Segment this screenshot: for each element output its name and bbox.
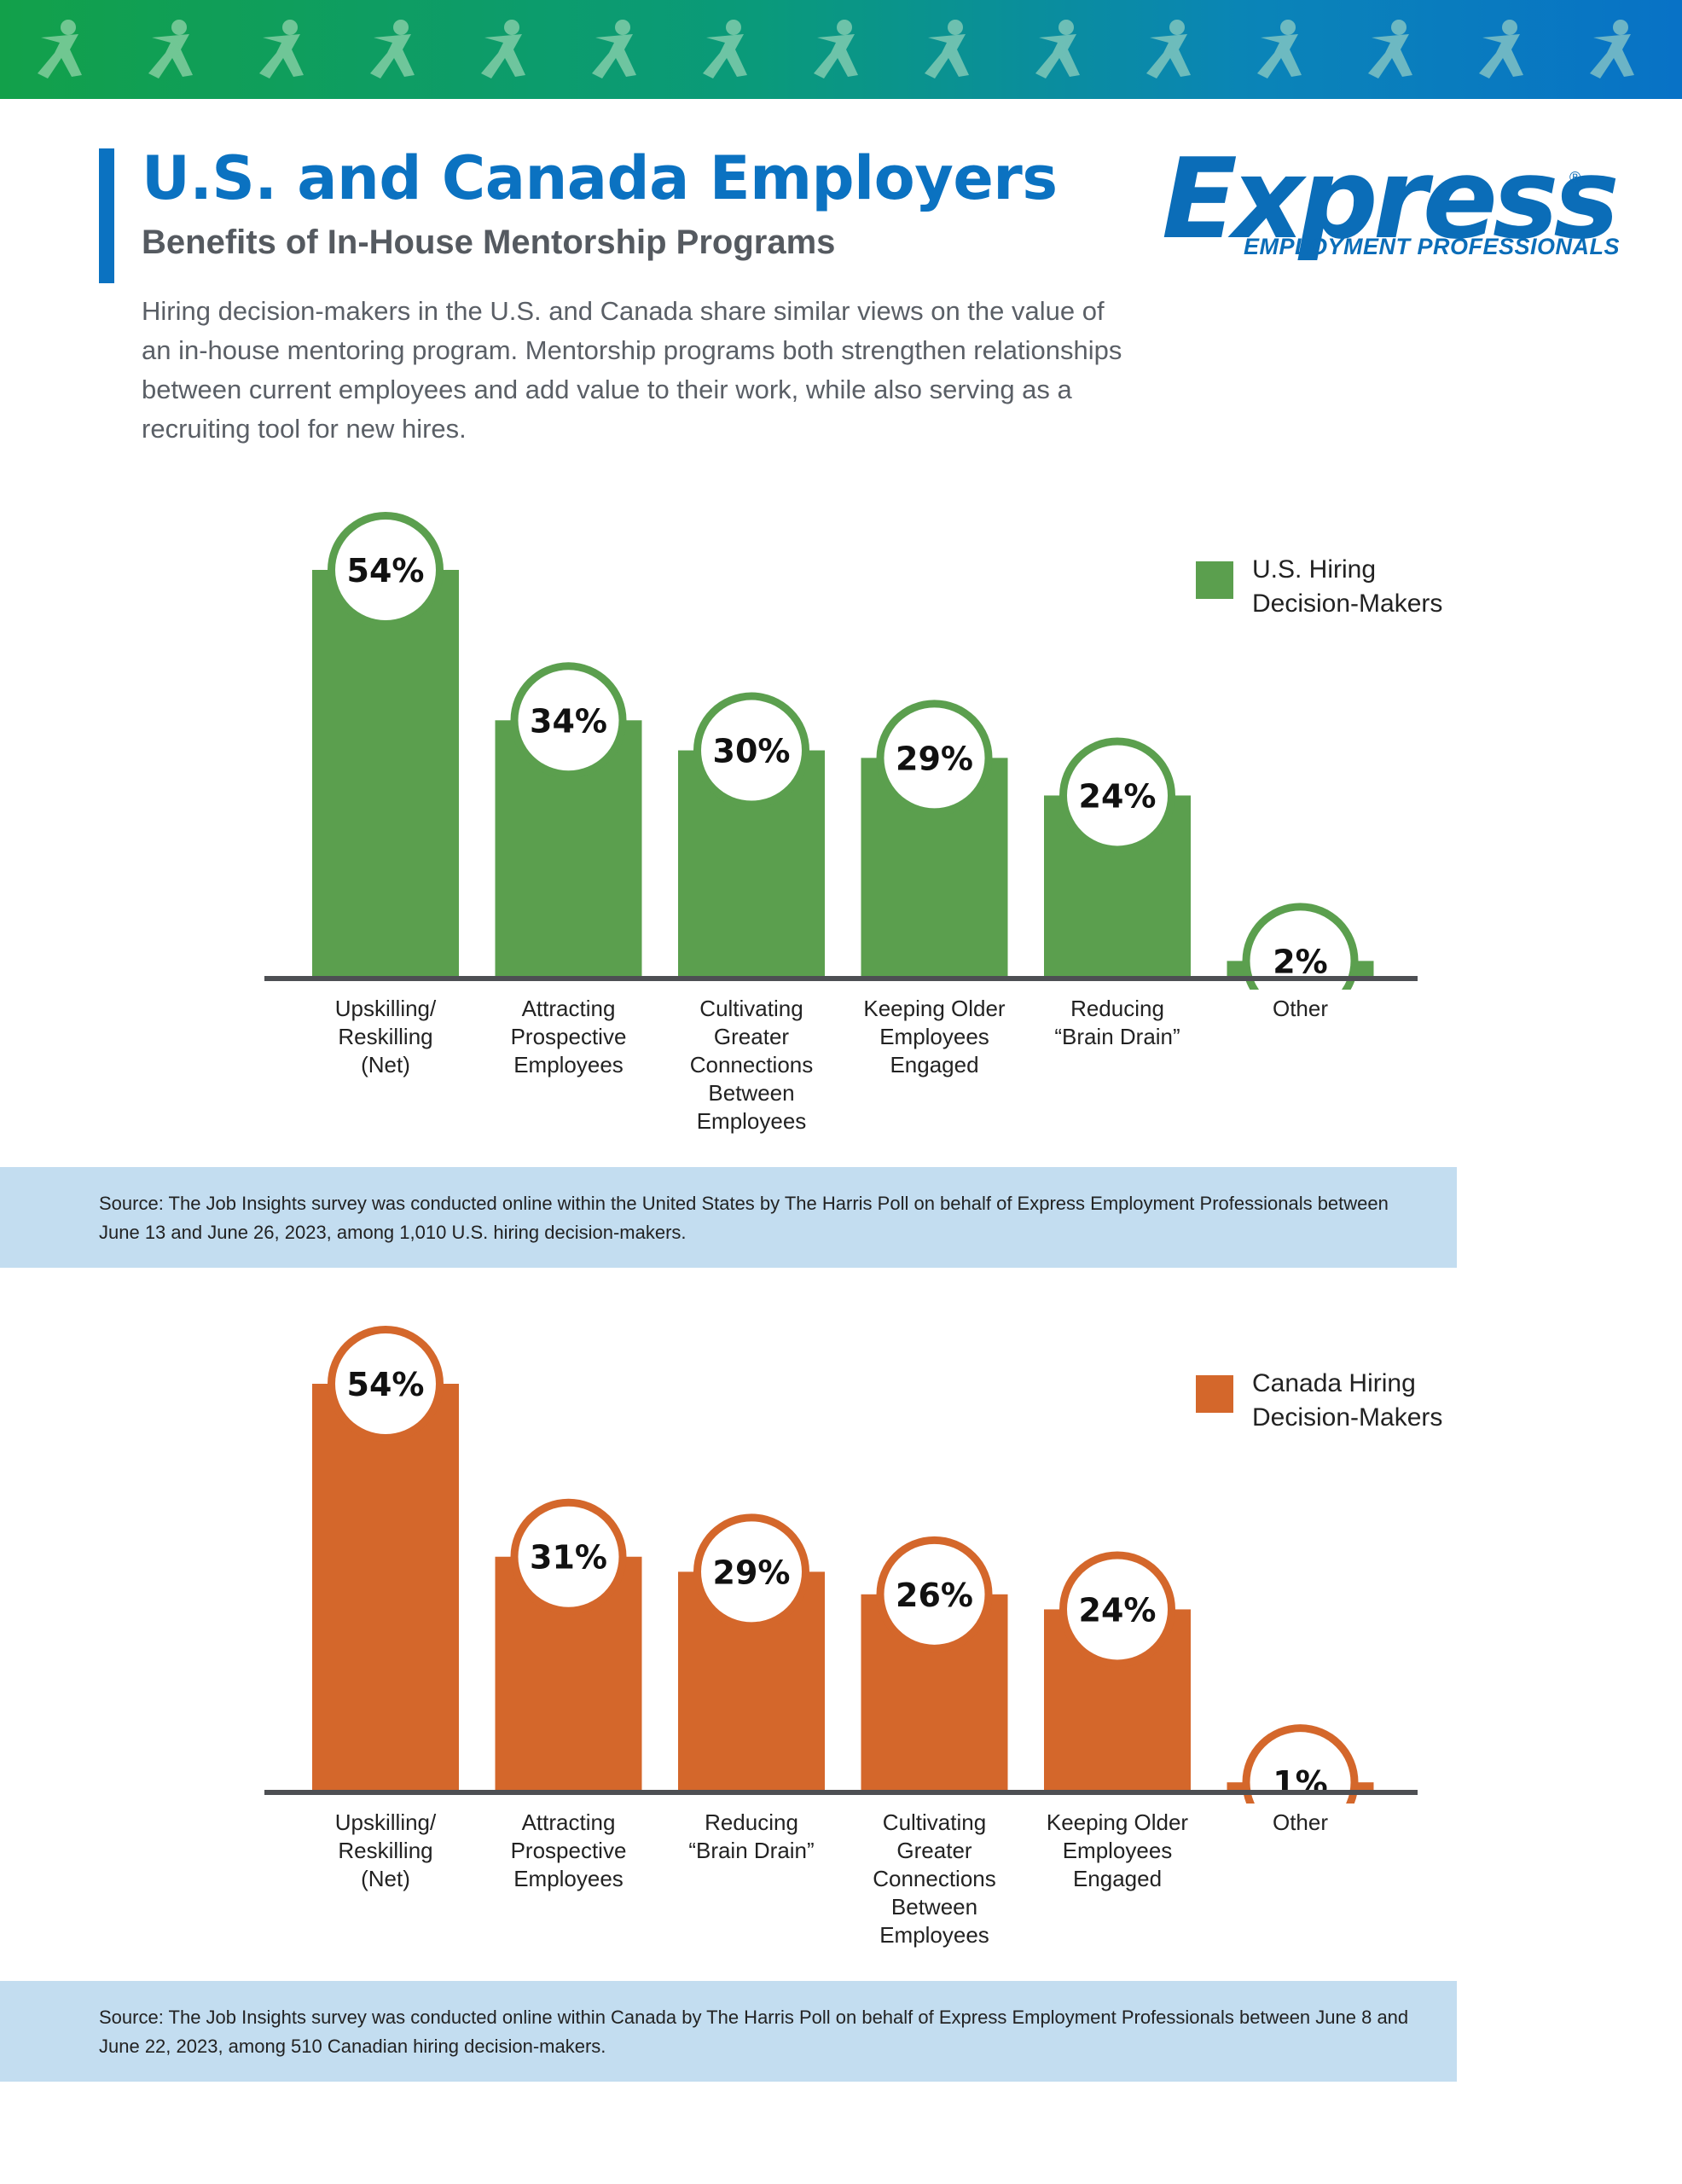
canada-value-badge: [701, 1521, 802, 1623]
us-axis-baseline: [264, 976, 1418, 981]
us-value-badge: [1250, 910, 1351, 990]
us-value-badge: [518, 670, 619, 771]
running-figure-icon: [1578, 15, 1646, 84]
canada-source-box: Source: The Job Insights survey was cond…: [0, 1981, 1457, 2082]
logo-wordmark: Express: [1162, 134, 1620, 264]
canada-bar: [312, 1384, 459, 1790]
us-bar-chart: 54% 34% 30% 29% 24% 2%: [264, 512, 1418, 990]
running-figure-icon: [691, 15, 759, 84]
canada-category-label: Keeping Older Employees Engaged: [1046, 1809, 1189, 1891]
us-legend: U.S. Hiring Decision-Makers: [1196, 553, 1465, 621]
title-accent-bar: [99, 148, 114, 283]
canada-category-label: Upskilling/Reskilling (Net): [334, 1809, 437, 1891]
us-category-label: Upskilling/Reskilling (Net): [334, 996, 437, 1077]
canada-category-label: Attracting Prospective Employees: [510, 1809, 627, 1891]
canada-value-badge: [518, 1506, 619, 1607]
us-category-label: Reducing “Brain Drain”: [1054, 996, 1180, 1049]
us-value-label: 2%: [1273, 943, 1328, 980]
us-value-label: 29%: [896, 740, 973, 777]
canada-value-label: 31%: [530, 1539, 607, 1577]
page-title: U.S. and Canada Employers: [142, 143, 1058, 213]
us-source-box: Source: The Job Insights survey was cond…: [0, 1167, 1457, 1268]
running-figure-icon: [469, 15, 537, 84]
us-value-label: 30%: [713, 733, 791, 770]
us-source-text: Source: The Job Insights survey was cond…: [99, 1193, 1389, 1243]
us-category-label: Attracting Prospective Employees: [510, 996, 627, 1077]
running-figure-icon: [913, 15, 981, 84]
canada-category-label: Other: [1272, 1809, 1329, 1835]
canada-value-badge: [1250, 1732, 1351, 1804]
running-figure-icon: [1134, 15, 1203, 84]
canada-value-badge: [1067, 1559, 1168, 1660]
canada-value-label: 24%: [1079, 1591, 1157, 1629]
canada-value-label: 1%: [1273, 1764, 1328, 1802]
running-figure-icon: [1356, 15, 1424, 84]
us-legend-label: U.S. Hiring Decision-Makers: [1252, 555, 1443, 618]
canada-category-label: Reducing “Brain Drain”: [688, 1809, 815, 1863]
us-value-label: 24%: [1079, 777, 1157, 815]
running-figure-icon: [247, 15, 316, 84]
canada-source-text: Source: The Job Insights survey was cond…: [99, 2007, 1409, 2057]
canada-bar-chart: 54% 31% 29% 26% 24% 1%: [264, 1326, 1418, 1804]
us-legend-swatch: [1196, 561, 1233, 599]
running-figure-icon: [1467, 15, 1535, 84]
us-value-label: 34%: [530, 702, 607, 740]
logo-registered-mark: ®: [1569, 169, 1581, 186]
us-value-badge: [884, 707, 985, 809]
us-bar: [312, 570, 459, 976]
running-figure-icon: [1024, 15, 1092, 84]
canada-legend-swatch: [1196, 1375, 1233, 1413]
canada-legend-label: Canada Hiring Decision-Makers: [1252, 1369, 1443, 1432]
logo-tagline: EMPLOYMENT PROFESSIONALS: [1244, 234, 1621, 259]
us-category-label: Other: [1272, 996, 1329, 1021]
running-figure-icon: [26, 15, 94, 84]
running-figure-icon: [358, 15, 426, 84]
running-figure-icon: [580, 15, 648, 84]
canada-value-label: 29%: [713, 1554, 791, 1591]
us-value-badge: [1067, 745, 1168, 846]
us-value-badge: [701, 700, 802, 801]
canada-value-badge: [884, 1543, 985, 1645]
canada-value-label: 54%: [347, 1366, 425, 1403]
us-value-badge: [335, 520, 436, 620]
running-figure-icon: [802, 15, 870, 84]
canada-category-label: Cultivating Greater Connections Between Empl…: [873, 1809, 996, 1948]
page-subtitle: Benefits of In-House Mentorship Programs: [142, 224, 836, 261]
canada-axis-baseline: [264, 1790, 1418, 1795]
canada-legend: Canada Hiring Decision-Makers: [1196, 1367, 1465, 1435]
us-category-label: Cultivating Greater Connections Between Empl…: [689, 996, 814, 1134]
express-logo: Express ® EMPLOYMENT PROFESSIONALS: [1162, 135, 1620, 271]
us-category-label: Keeping Older Employees Engaged: [863, 996, 1006, 1077]
running-figure-icon: [1245, 15, 1314, 84]
canada-value-label: 26%: [896, 1577, 973, 1614]
intro-paragraph: Hiring decision-makers in the U.S. and C…: [142, 296, 1122, 444]
running-figure-icon: [136, 15, 205, 84]
canada-value-badge: [335, 1333, 436, 1434]
us-value-label: 54%: [347, 552, 425, 590]
top-banner: [0, 0, 1682, 99]
